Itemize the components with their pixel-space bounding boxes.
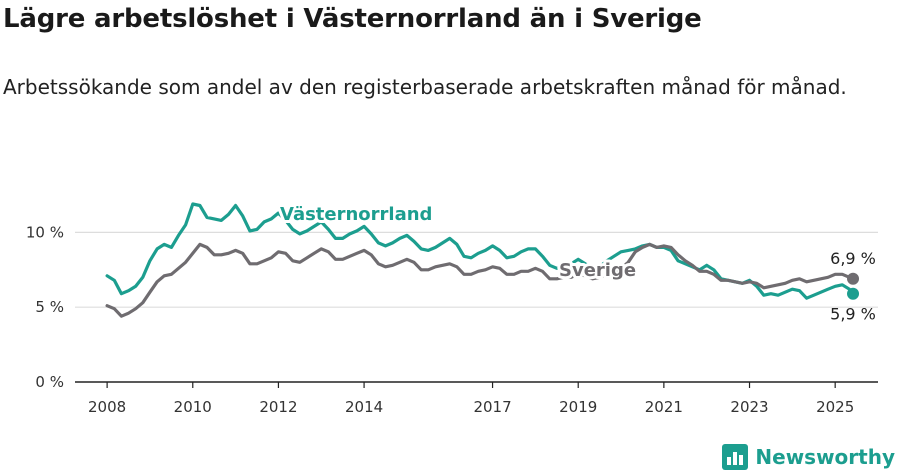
x-tick-label: 2010 (174, 398, 212, 416)
chart-title: Lägre arbetslöshet i Västernorrland än i… (3, 4, 702, 34)
x-tick-label: 2017 (473, 398, 511, 416)
chart-subtitle: Arbetssökande som andel av den registerb… (3, 75, 847, 99)
series-end-marker-vsternorrland (847, 287, 860, 300)
y-tick-label: 10 % (26, 223, 64, 241)
newsworthy-logo-icon (722, 444, 749, 470)
y-tick-label: 0 % (35, 373, 64, 391)
end-value-label-vasternorrland: 5,9 % (830, 305, 876, 324)
x-tick-label: 2014 (345, 398, 383, 416)
end-value-label-sverige: 6,9 % (830, 249, 876, 268)
brand-name: Newsworthy (755, 445, 895, 469)
x-tick-label: 2012 (259, 398, 297, 416)
x-tick-label: 2025 (816, 398, 854, 416)
series-end-marker-sverige (847, 272, 860, 285)
series-label-sverige: Sverige (559, 260, 636, 281)
x-tick-label: 2019 (559, 398, 597, 416)
x-tick-label: 2023 (730, 398, 768, 416)
y-tick-label: 5 % (35, 298, 64, 316)
series-line-sverige (105, 242, 855, 318)
x-tick-label: 2021 (645, 398, 683, 416)
x-tick-label: 2008 (88, 398, 126, 416)
series-label-vasternorrland: Västernorrland (280, 204, 432, 225)
newsworthy-brand[interactable]: Newsworthy (722, 444, 895, 470)
